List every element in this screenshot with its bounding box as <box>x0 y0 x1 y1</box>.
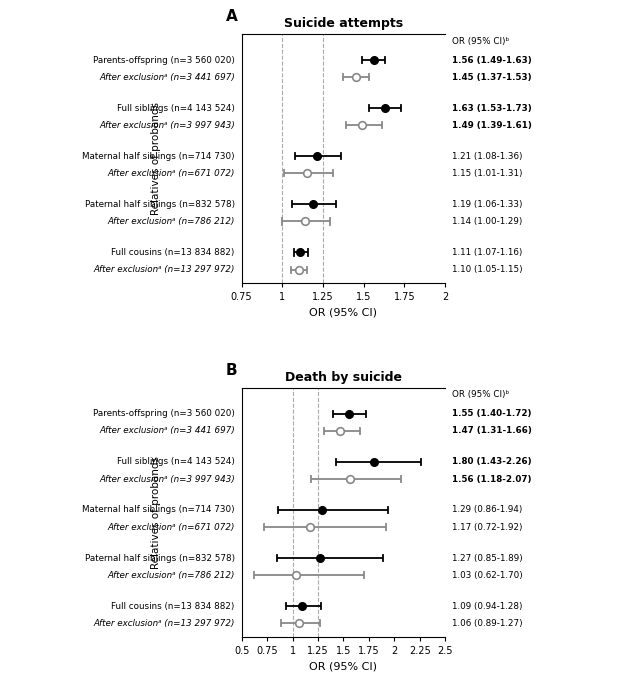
Text: 1.56 (1.49-1.63): 1.56 (1.49-1.63) <box>452 55 532 64</box>
Text: After exclusionᵃ (n=13 297 972): After exclusionᵃ (n=13 297 972) <box>93 265 235 274</box>
Text: Full cousins (n=13 834 882): Full cousins (n=13 834 882) <box>111 248 235 257</box>
Text: 1.17 (0.72-1.92): 1.17 (0.72-1.92) <box>452 523 523 532</box>
X-axis label: OR (95% CI): OR (95% CI) <box>310 308 377 318</box>
Text: After exclusionᵃ (n=3 997 943): After exclusionᵃ (n=3 997 943) <box>99 121 235 129</box>
Text: After exclusionᵃ (n=13 297 972): After exclusionᵃ (n=13 297 972) <box>93 619 235 628</box>
Text: 1.10 (1.05-1.15): 1.10 (1.05-1.15) <box>452 265 523 274</box>
Text: 1.27 (0.85-1.89): 1.27 (0.85-1.89) <box>452 553 523 562</box>
Text: 1.45 (1.37-1.53): 1.45 (1.37-1.53) <box>452 73 532 82</box>
Text: After exclusionᵃ (n=3 441 697): After exclusionᵃ (n=3 441 697) <box>99 73 235 82</box>
Text: 1.80 (1.43-2.26): 1.80 (1.43-2.26) <box>452 458 532 466</box>
Text: 1.63 (1.53-1.73): 1.63 (1.53-1.73) <box>452 103 532 112</box>
Text: 1.47 (1.31-1.66): 1.47 (1.31-1.66) <box>452 426 532 436</box>
X-axis label: OR (95% CI): OR (95% CI) <box>310 662 377 671</box>
Text: 1.09 (0.94-1.28): 1.09 (0.94-1.28) <box>452 601 523 610</box>
Text: 1.15 (1.01-1.31): 1.15 (1.01-1.31) <box>452 169 523 178</box>
Text: 1.29 (0.86-1.94): 1.29 (0.86-1.94) <box>452 506 523 514</box>
Text: 1.21 (1.08-1.36): 1.21 (1.08-1.36) <box>452 151 523 161</box>
Text: Paternal half siblings (n=832 578): Paternal half siblings (n=832 578) <box>85 200 235 209</box>
Text: Maternal half siblings (n=714 730): Maternal half siblings (n=714 730) <box>82 506 235 514</box>
Text: Parents-offspring (n=3 560 020): Parents-offspring (n=3 560 020) <box>93 55 235 64</box>
Text: Maternal half siblings (n=714 730): Maternal half siblings (n=714 730) <box>82 151 235 161</box>
Text: B: B <box>226 363 238 378</box>
Text: 1.19 (1.06-1.33): 1.19 (1.06-1.33) <box>452 200 523 209</box>
Text: 1.11 (1.07-1.16): 1.11 (1.07-1.16) <box>452 248 523 257</box>
Title: Death by suicide: Death by suicide <box>285 371 402 384</box>
Text: After exclusionᵃ (n=3 441 697): After exclusionᵃ (n=3 441 697) <box>99 426 235 436</box>
Text: 1.49 (1.39-1.61): 1.49 (1.39-1.61) <box>452 121 532 129</box>
Text: Full siblings (n=4 143 524): Full siblings (n=4 143 524) <box>117 103 235 112</box>
Text: 1.55 (1.40-1.72): 1.55 (1.40-1.72) <box>452 409 532 419</box>
Text: After exclusionᵃ (n=786 212): After exclusionᵃ (n=786 212) <box>107 571 235 580</box>
Text: Paternal half siblings (n=832 578): Paternal half siblings (n=832 578) <box>85 553 235 562</box>
Text: Full siblings (n=4 143 524): Full siblings (n=4 143 524) <box>117 458 235 466</box>
Text: After exclusionᵃ (n=3 997 943): After exclusionᵃ (n=3 997 943) <box>99 475 235 484</box>
Text: OR (95% CI)ᵇ: OR (95% CI)ᵇ <box>452 390 509 399</box>
Text: After exclusionᵃ (n=786 212): After exclusionᵃ (n=786 212) <box>107 217 235 226</box>
Text: 1.14 (1.00-1.29): 1.14 (1.00-1.29) <box>452 217 523 226</box>
Title: Suicide attempts: Suicide attempts <box>284 17 403 30</box>
Text: A: A <box>226 10 238 24</box>
Text: Relatives of probands: Relatives of probands <box>151 102 161 215</box>
Text: OR (95% CI)ᵇ: OR (95% CI)ᵇ <box>452 36 509 46</box>
Text: 1.03 (0.62-1.70): 1.03 (0.62-1.70) <box>452 571 523 580</box>
Text: After exclusionᵃ (n=671 072): After exclusionᵃ (n=671 072) <box>107 169 235 178</box>
Text: 1.06 (0.89-1.27): 1.06 (0.89-1.27) <box>452 619 523 628</box>
Text: Parents-offspring (n=3 560 020): Parents-offspring (n=3 560 020) <box>93 409 235 419</box>
Text: Relatives of probands: Relatives of probands <box>151 456 161 569</box>
Text: Full cousins (n=13 834 882): Full cousins (n=13 834 882) <box>111 601 235 610</box>
Text: 1.56 (1.18-2.07): 1.56 (1.18-2.07) <box>452 475 532 484</box>
Text: After exclusionᵃ (n=671 072): After exclusionᵃ (n=671 072) <box>107 523 235 532</box>
